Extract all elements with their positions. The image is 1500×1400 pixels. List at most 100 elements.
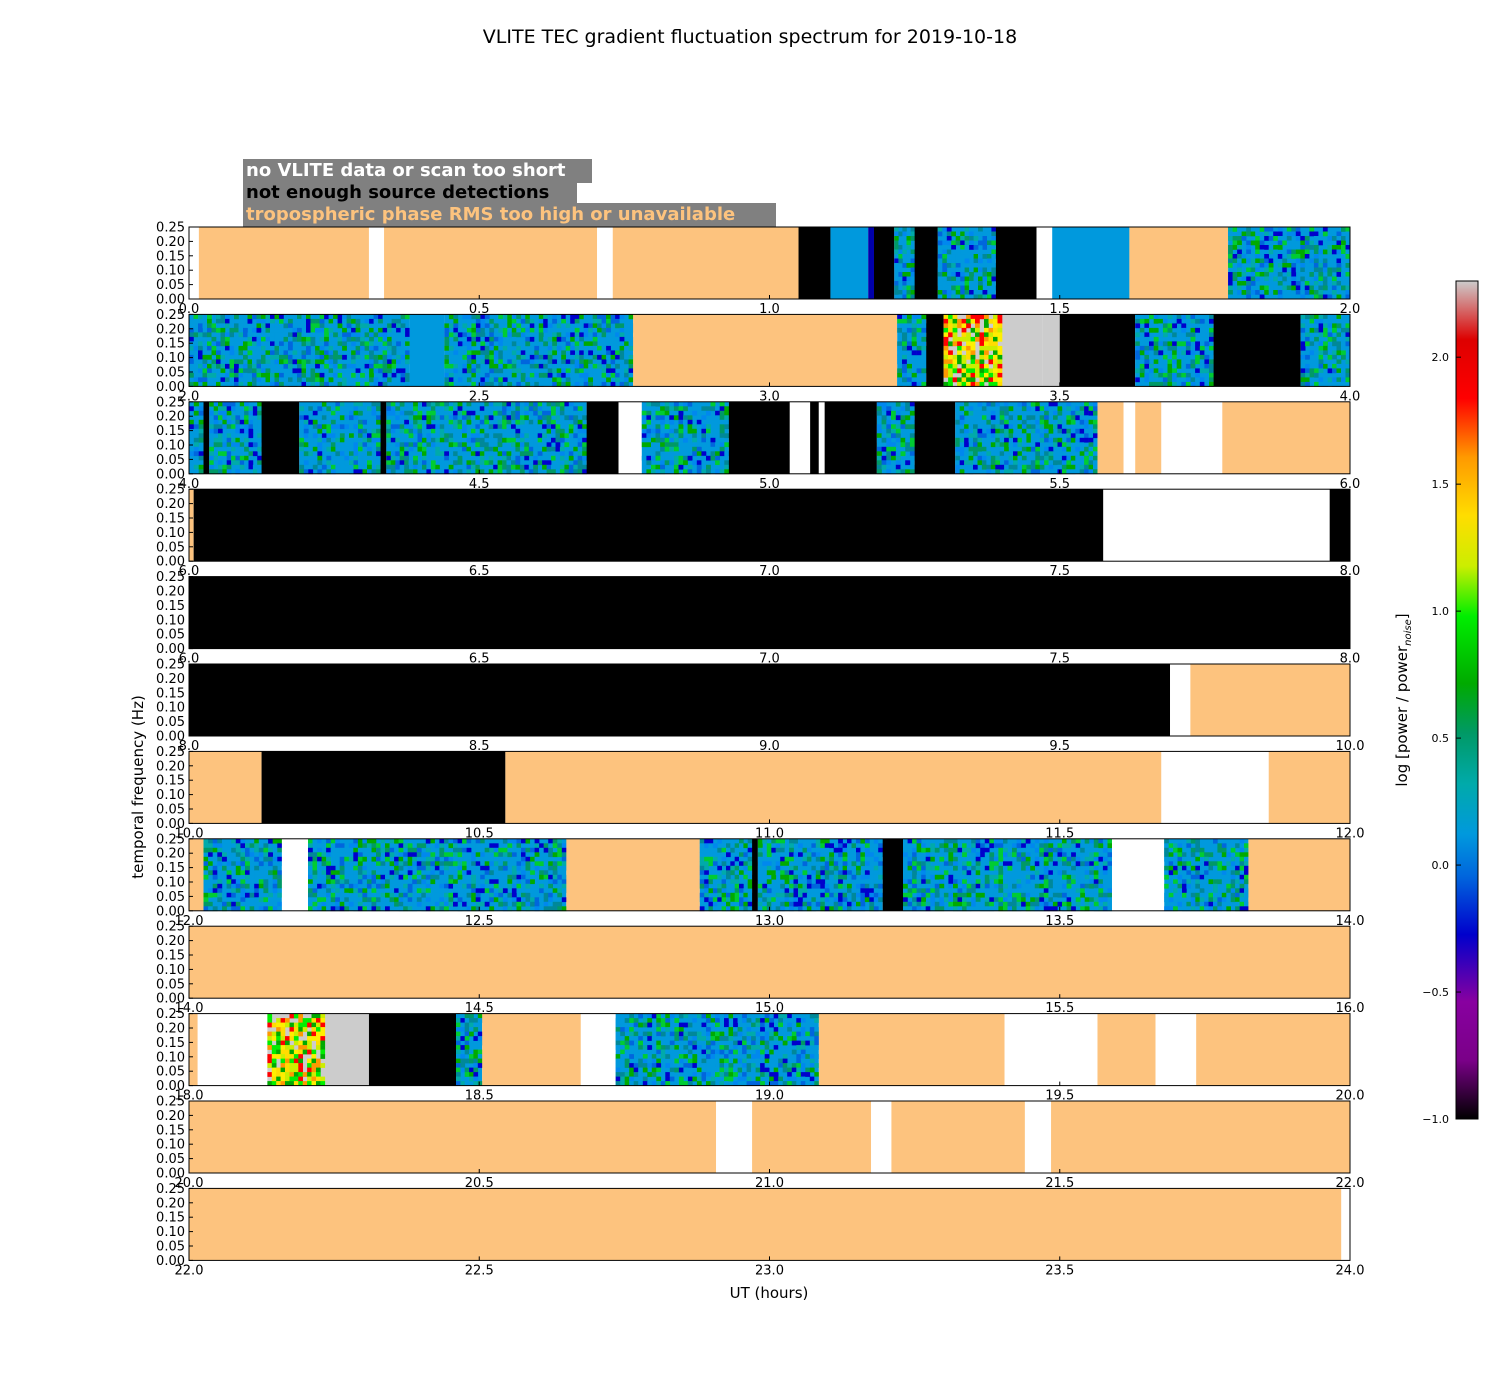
segment-spectrum: [299, 402, 381, 474]
segment: [505, 751, 1161, 823]
segment: [1060, 314, 1135, 386]
segment: [189, 1014, 198, 1086]
segment-spectrum: [758, 839, 883, 911]
colorbar: −1.0 −0.5 0.0 0.5 1.0 1.5 2.0: [1422, 281, 1478, 1126]
segment: [752, 839, 758, 911]
segment: [1037, 227, 1053, 299]
segment: [716, 1101, 752, 1173]
segment: [204, 402, 210, 474]
segment-spectrum: [189, 314, 410, 386]
segment: [883, 839, 903, 911]
segment: [189, 1188, 1341, 1260]
segment-spectrum: [700, 839, 753, 911]
segment: [189, 664, 1170, 736]
segment: [189, 1101, 716, 1173]
segment: [189, 227, 199, 299]
x-tick-label: 22.5: [465, 1263, 494, 1278]
y-tick-label: 0.15: [156, 1211, 185, 1226]
segment-spectrum: [938, 227, 996, 299]
panel-10: 0.000.050.100.150.200.2518.0 18.5 19.0 19.5…: [156, 1007, 1364, 1104]
segment: [1052, 227, 1129, 299]
segment: [597, 227, 613, 299]
segment: [810, 402, 819, 474]
segment: [1129, 227, 1228, 299]
segment: [262, 402, 300, 474]
y-tick-label: 0.25: [156, 1182, 185, 1197]
segment-spectrum: [1301, 314, 1351, 386]
figure: VLITE TEC gradient fluctuation spectrum …: [0, 0, 1500, 1400]
y-tick-label: 0.25: [156, 1095, 185, 1110]
segment: [384, 227, 597, 299]
y-axis-label: temporal frequency (Hz): [129, 695, 147, 879]
segment-spectrum: [189, 402, 204, 474]
panel-9: 0.000.050.100.150.200.2514.0 14.5 15.0 15.5…: [156, 920, 1364, 1017]
x-tick-label: 23.5: [1045, 1263, 1074, 1278]
colorbar-tick-label: 2.0: [1432, 351, 1450, 364]
segment-spectrum: [944, 314, 1043, 386]
y-tick-label: 0.20: [156, 847, 185, 862]
segment-spectrum: [386, 402, 587, 474]
segment: [198, 1014, 268, 1086]
segment: [1214, 314, 1301, 386]
y-tick-label: 0.15: [156, 1123, 185, 1138]
segment: [189, 577, 1350, 649]
y-tick-label: 0.15: [156, 774, 185, 789]
segment: [819, 1014, 1005, 1086]
y-tick-label: 0.10: [156, 1138, 185, 1153]
segment: [1330, 489, 1350, 561]
y-tick-label: 0.15: [156, 1036, 185, 1051]
segment: [1135, 402, 1161, 474]
colorbar-tick-label: 1.0: [1432, 605, 1450, 618]
segment: [830, 227, 868, 299]
segment: [369, 227, 384, 299]
panels: 0.000.050.100.150.200.250.0 0.5 1.0 1.5 2.00…: [156, 221, 1364, 1279]
y-tick-label: 0.15: [156, 512, 185, 527]
x-tick-label: 22.0: [175, 1263, 204, 1278]
segment: [1222, 402, 1350, 474]
segment-spectrum: [209, 402, 262, 474]
segment-spectrum: [897, 314, 926, 386]
colorbar-gradient: [1456, 281, 1478, 1119]
y-tick-label: 0.25: [156, 395, 185, 410]
segment: [1269, 751, 1350, 823]
segment-spectrum: [903, 839, 1112, 911]
y-tick-label: 0.15: [156, 599, 185, 614]
x-axis-label: UT (hours): [730, 1284, 809, 1302]
segment: [752, 1101, 871, 1173]
y-tick-label: 0.20: [156, 322, 185, 337]
segment: [915, 227, 938, 299]
segment-spectrum: [877, 402, 915, 474]
segment: [996, 227, 1037, 299]
segment: [1112, 839, 1164, 911]
y-tick-label: 0.25: [156, 483, 185, 498]
y-tick-label: 0.20: [156, 410, 185, 425]
y-tick-label: 0.15: [156, 424, 185, 439]
segment-spectrum: [444, 314, 633, 386]
panel-1: 0.000.050.100.150.200.25 0.0 0.5 1.0 1.5 2.0: [156, 221, 1360, 318]
segment: [1025, 1101, 1051, 1173]
y-tick-label: 0.10: [156, 876, 185, 891]
y-tick-label: 0.05: [156, 540, 185, 555]
legend-tropospheric: tropospheric phase RMS too high or unava…: [246, 204, 735, 225]
panel-2: 0.000.050.100.150.200.25 2.0 2.5 3.0 3.5 4.0: [156, 308, 1360, 405]
y-tick-label: 0.25: [156, 658, 185, 673]
segment: [619, 402, 642, 474]
segment: [189, 839, 204, 911]
y-tick-label: 0.25: [156, 920, 185, 935]
y-tick-label: 0.15: [156, 337, 185, 352]
y-tick-label: 0.05: [156, 715, 185, 730]
segment-spectrum: [894, 227, 915, 299]
y-tick-label: 0.10: [156, 439, 185, 454]
segment: [1097, 1014, 1155, 1086]
y-tick-label: 0.20: [156, 497, 185, 512]
colorbar-tick-label: 1.5: [1432, 478, 1450, 491]
panel-4: 0.000.050.100.150.200.256.0 6.5 7.0 7.5 8.0: [156, 483, 1360, 580]
chart-title: VLITE TEC gradient fluctuation spectrum …: [483, 26, 1017, 48]
segment: [868, 227, 874, 299]
segment: [1190, 664, 1350, 736]
y-tick-label: 0.05: [156, 1152, 185, 1167]
segment: [871, 1101, 891, 1173]
segment: [1161, 402, 1222, 474]
segment: [1161, 751, 1268, 823]
segment: [566, 839, 700, 911]
